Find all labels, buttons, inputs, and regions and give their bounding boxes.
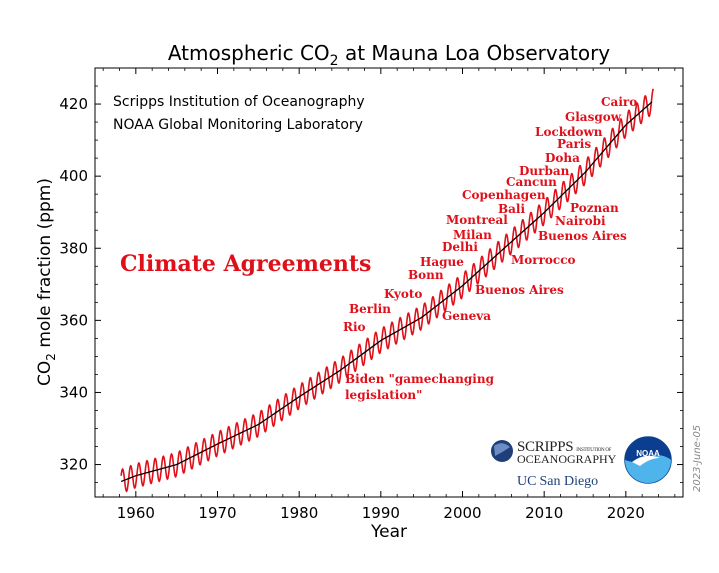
y-ticks: 320 340 360 380 400 420 bbox=[59, 85, 683, 483]
globe-icon-highlight bbox=[494, 443, 510, 456]
x-tick-label: 1990 bbox=[362, 504, 400, 522]
y-tick-label: 320 bbox=[59, 456, 88, 474]
agreement-label: legislation" bbox=[345, 388, 422, 402]
agreement-label: Montreal bbox=[446, 213, 508, 227]
noaa-bird bbox=[632, 455, 660, 466]
chart-title-tail: at Mauna Loa Observatory bbox=[339, 41, 611, 65]
agreement-label: Cancun bbox=[506, 175, 557, 189]
x-tick-label: 1980 bbox=[280, 504, 318, 522]
agreement-label: Berlin bbox=[349, 302, 391, 316]
trend-co2-line bbox=[120, 101, 653, 483]
agreement-label: Cairo bbox=[601, 95, 637, 109]
agreement-label: Bonn bbox=[408, 268, 444, 282]
agreement-label: Kyoto bbox=[384, 287, 422, 301]
source-noaa: NOAA Global Monitoring Laboratory bbox=[113, 117, 363, 133]
agreement-label: Buenos Aires bbox=[538, 229, 627, 243]
x-axis-label: Year bbox=[370, 522, 407, 542]
y-tick-label: 360 bbox=[59, 311, 88, 329]
y-axis-label-tail: mole fraction (ppm) bbox=[35, 178, 55, 353]
chart-title-sub: 2 bbox=[330, 53, 339, 69]
x-tick-label: 2000 bbox=[443, 504, 481, 522]
noaa-logo: NOAA bbox=[624, 436, 672, 484]
source-scripps: Scripps Institution of Oceanography bbox=[113, 94, 365, 110]
date-stamp: 2023-June-05 bbox=[692, 425, 703, 492]
x-ticks: 1960 1970 1980 1990 2000 2010 2020 bbox=[102, 68, 676, 522]
y-axis-label-main: CO bbox=[35, 361, 55, 386]
x-tick-label: 1970 bbox=[198, 504, 236, 522]
chart-title-main: Atmospheric CO bbox=[168, 41, 330, 65]
y-tick-label: 420 bbox=[59, 95, 88, 113]
noaa-sky bbox=[625, 437, 671, 463]
chart-title: Atmospheric CO2 at Mauna Loa Observatory bbox=[168, 41, 610, 69]
agreement-label: Buenos Aires bbox=[475, 283, 564, 297]
scripps-name: SCRIPPS INSTITUTION OF bbox=[517, 439, 612, 455]
agreement-label: Delhi bbox=[442, 240, 478, 254]
agreement-label: Rio bbox=[343, 320, 366, 334]
y-axis-label-sub: 2 bbox=[44, 353, 58, 361]
x-tick-label: 2010 bbox=[525, 504, 563, 522]
plot-frame bbox=[94, 67, 684, 498]
agreement-label: Milan bbox=[453, 228, 492, 242]
agreements-title: Climate Agreements bbox=[120, 251, 371, 277]
y-tick-label: 340 bbox=[59, 383, 88, 401]
agreement-label: Doha bbox=[545, 151, 580, 165]
monthly-co2-line bbox=[120, 88, 655, 493]
agreement-label: Biden "gamechanging bbox=[345, 372, 495, 386]
agreement-label: Bali bbox=[498, 202, 525, 216]
scripps-ocean: OCEANOGRAPHY bbox=[517, 452, 617, 466]
scripps-logo: SCRIPPS INSTITUTION OF OCEANOGRAPHY bbox=[491, 439, 617, 466]
ucsd-uc: UC bbox=[517, 474, 536, 489]
agreement-label: Durban bbox=[519, 164, 570, 178]
agreement-label: Morrocco bbox=[511, 253, 576, 267]
x-tick-label: 2020 bbox=[607, 504, 645, 522]
agreement-label: Lockdown bbox=[535, 125, 603, 139]
agreement-label: Poznan bbox=[570, 201, 619, 215]
ucsd-logo: UC San Diego bbox=[517, 474, 598, 489]
agreement-label: Hague bbox=[420, 255, 464, 269]
agreement-label: Glasgow bbox=[565, 110, 622, 124]
y-axis-label: CO2 mole fraction (ppm) bbox=[35, 178, 58, 386]
y-tick-label: 380 bbox=[59, 239, 88, 257]
x-tick-label: 1960 bbox=[117, 504, 155, 522]
ucsd-sandiego: San Diego bbox=[539, 474, 598, 489]
y-tick-label: 400 bbox=[59, 167, 88, 185]
agreement-label: Nairobi bbox=[555, 214, 606, 228]
agreement-label: Geneva bbox=[442, 309, 491, 323]
agreement-label: Copenhagen bbox=[462, 188, 546, 202]
noaa-label: NOAA bbox=[636, 449, 660, 458]
agreement-label: Paris bbox=[557, 137, 591, 151]
